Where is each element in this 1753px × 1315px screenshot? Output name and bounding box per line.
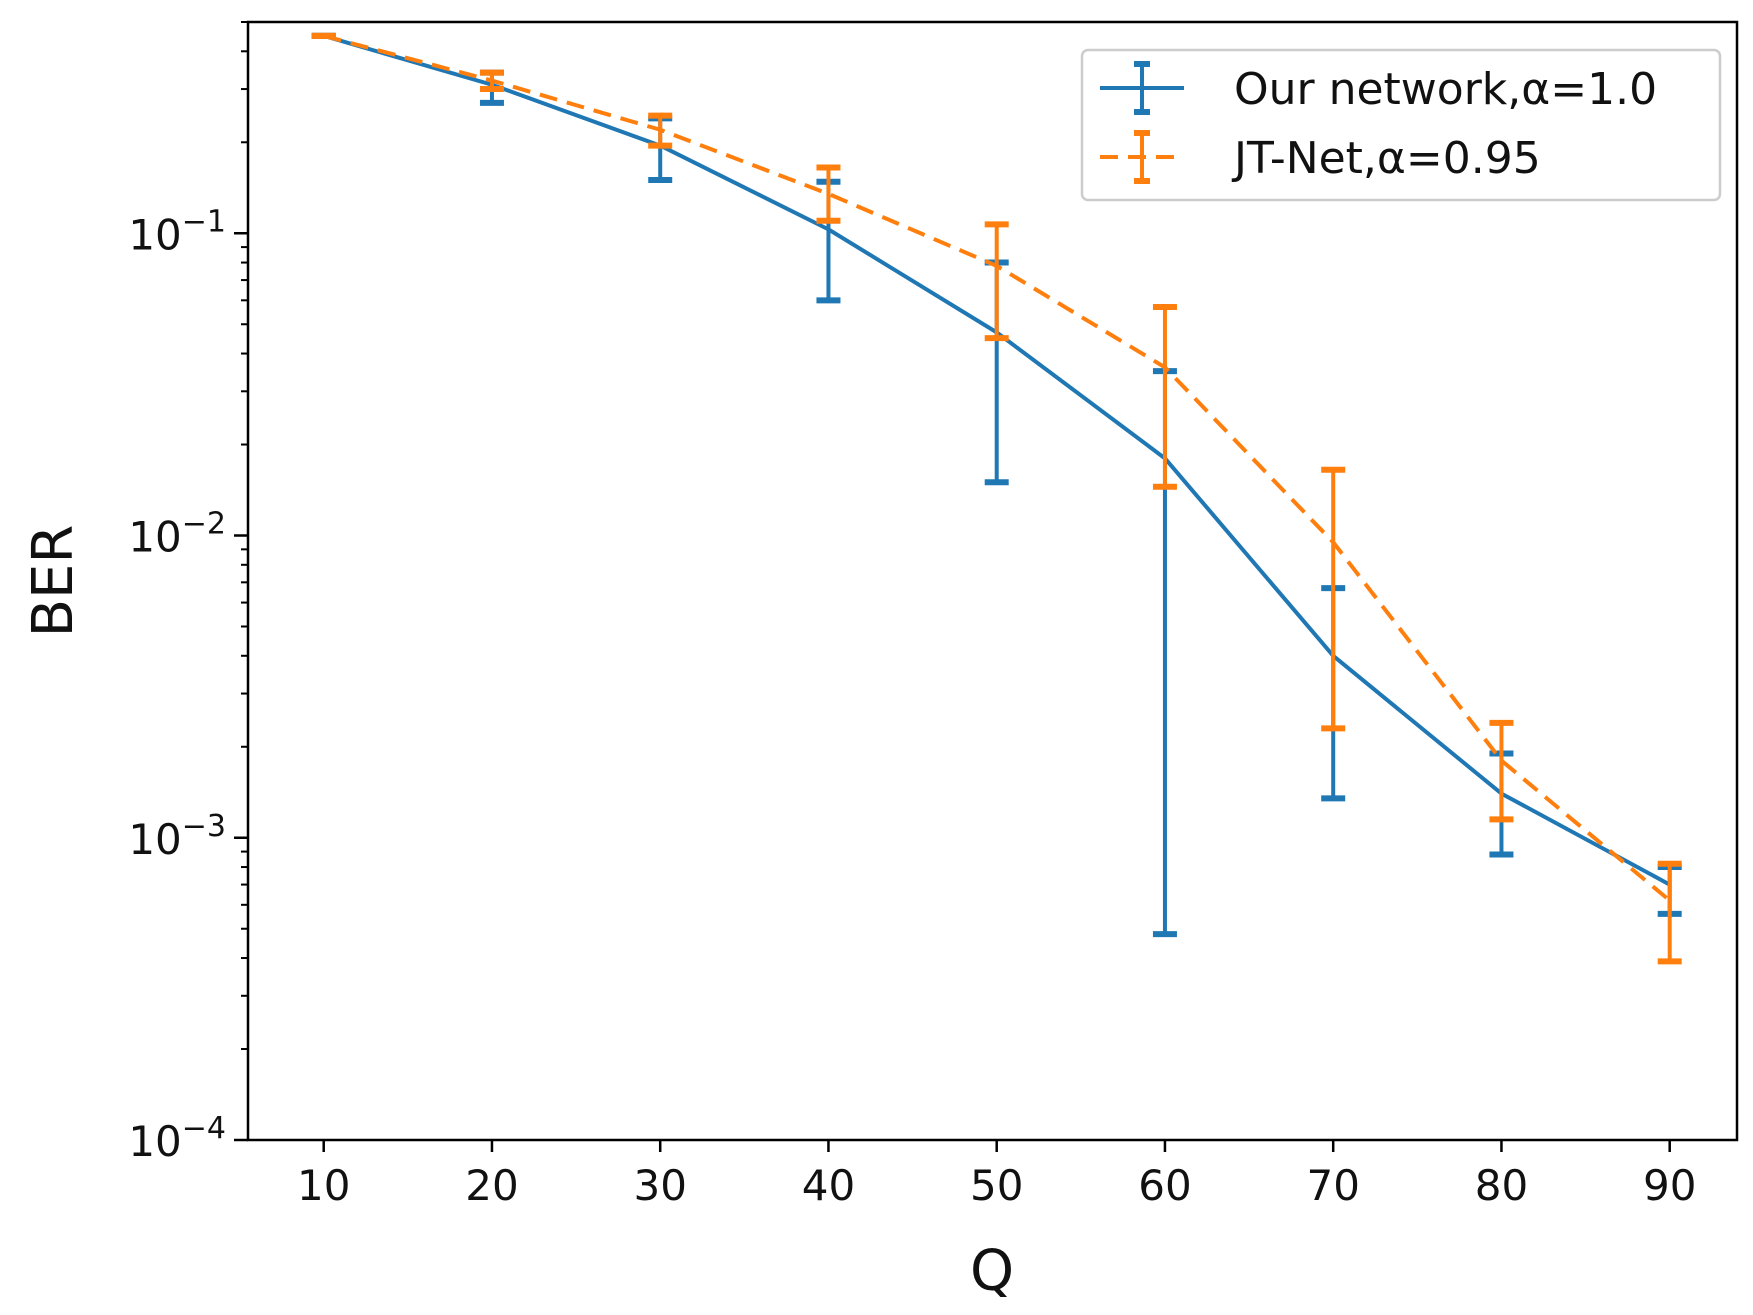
x-tick-label: 40 (802, 1161, 855, 1210)
x-axis-label: Q (970, 1239, 1014, 1304)
x-tick-label: 70 (1306, 1161, 1359, 1210)
legend-box (1080, 48, 1722, 202)
axes-frame (246, 20, 1739, 1142)
axis-ticks: 10 20 30 40 50 60 70 80 90 10−1 10−2 10−3 10−4 (128, 21, 1696, 1210)
x-tick-label: 20 (465, 1161, 518, 1210)
legend-label: JT-Net,α=0.95 (1231, 133, 1541, 184)
x-tick-label: 50 (970, 1161, 1023, 1210)
x-tick-label: 80 (1475, 1161, 1528, 1210)
y-tick-label: 10−4 (128, 1111, 226, 1166)
legend: Our network,α=1.0 JT-Net,α=0.95 (1080, 48, 1722, 202)
x-tick-label: 10 (297, 1161, 350, 1210)
series-1 (311, 32, 1682, 965)
legend-label: Our network,α=1.0 (1234, 64, 1657, 115)
y-tick-label: 10−1 (128, 204, 226, 259)
x-tick-label: 60 (1138, 1161, 1191, 1210)
y-tick-label: 10−2 (128, 507, 226, 562)
series-line (323, 33, 1671, 903)
plot-area (311, 32, 1682, 965)
y-axis-label: BER (21, 525, 86, 638)
y-tick-label: 10−3 (128, 809, 226, 864)
x-tick-label: 30 (633, 1161, 686, 1210)
x-tick-label: 90 (1643, 1161, 1696, 1210)
